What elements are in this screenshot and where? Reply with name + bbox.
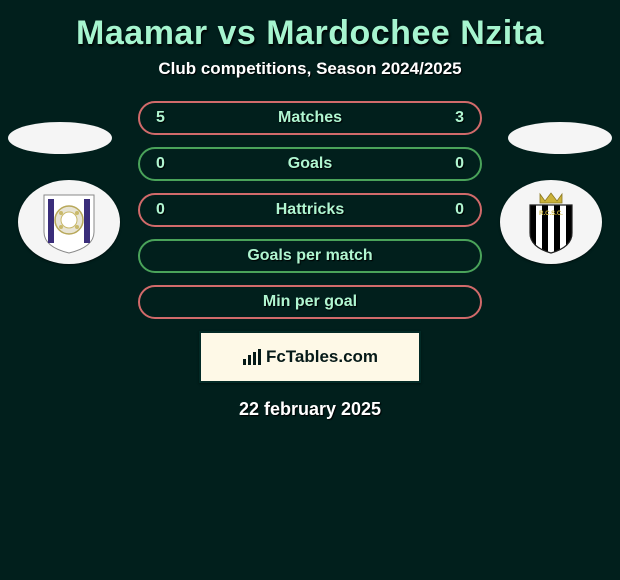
stat-left-value: 5: [156, 109, 165, 127]
subtitle: Club competitions, Season 2024/2025: [0, 59, 620, 79]
stat-label: Hattricks: [276, 201, 344, 219]
stat-label: Matches: [278, 109, 342, 127]
player-avatar-left: [8, 122, 112, 154]
stat-left-value: 0: [156, 201, 165, 219]
stat-pill: 0 Goals 0: [138, 147, 482, 181]
stat-pill: 5 Matches 3: [138, 101, 482, 135]
page-title: Maamar vs Mardochee Nzita: [0, 0, 620, 59]
club-badge-left: [18, 180, 120, 264]
stat-right-value: 0: [455, 201, 464, 219]
bar-chart-icon: [242, 347, 262, 367]
stat-right-value: 0: [455, 155, 464, 173]
stat-label: Min per goal: [263, 293, 357, 311]
brand-box[interactable]: FcTables.com: [199, 331, 421, 383]
stat-label: Goals per match: [247, 247, 372, 265]
stat-pill: Min per goal: [138, 285, 482, 319]
date-text: 22 february 2025: [0, 399, 620, 420]
stat-pill: 0 Hattricks 0: [138, 193, 482, 227]
stat-label: Goals: [288, 155, 332, 173]
charleroi-crest-icon: R.C.S.C.: [516, 187, 586, 257]
svg-text:R.C.S.C.: R.C.S.C.: [539, 211, 563, 217]
stat-right-value: 3: [455, 109, 464, 127]
anderlecht-crest-icon: [34, 187, 104, 257]
stat-left-value: 0: [156, 155, 165, 173]
stat-pill: Goals per match: [138, 239, 482, 273]
player-avatar-right: [508, 122, 612, 154]
brand-text: FcTables.com: [266, 347, 378, 367]
club-badge-right: R.C.S.C.: [500, 180, 602, 264]
